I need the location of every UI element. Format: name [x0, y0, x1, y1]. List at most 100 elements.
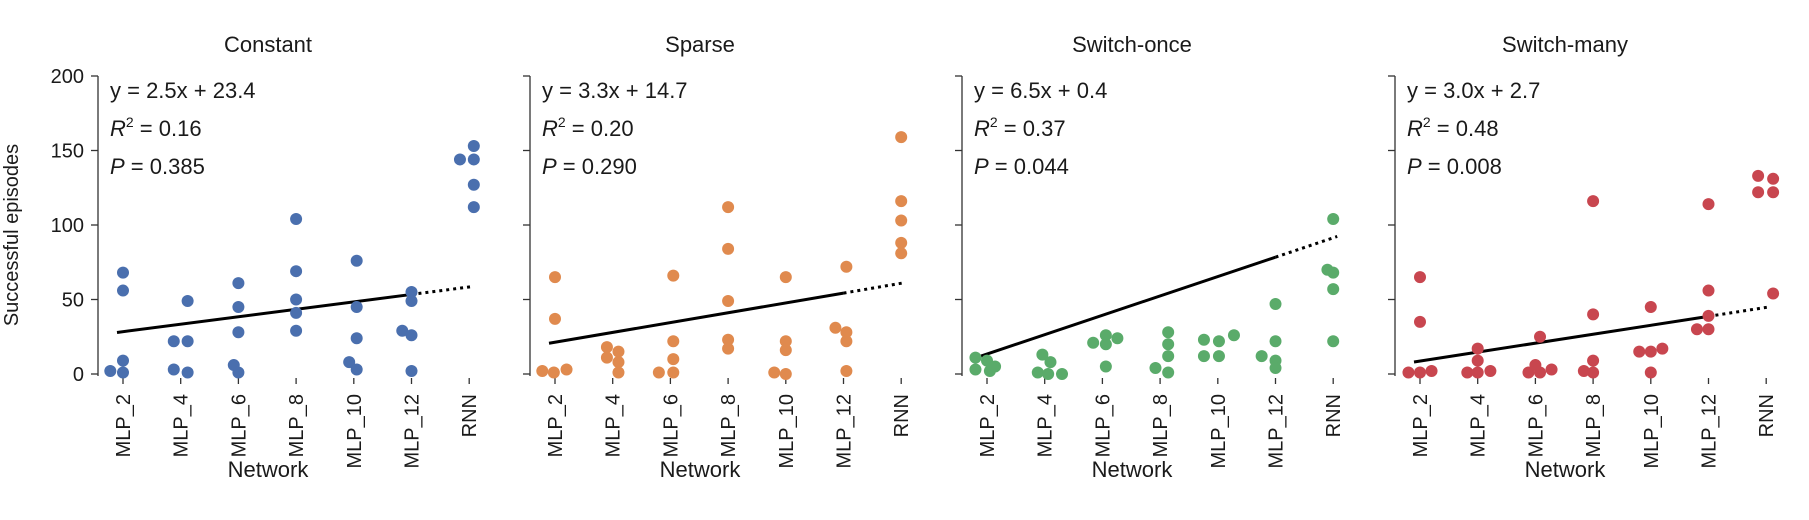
- point-mlp-4: [600, 341, 613, 354]
- r-squared-value: = 0.20: [566, 116, 634, 141]
- point-rnn: [1767, 172, 1780, 185]
- point-mlp-10: [350, 254, 363, 267]
- x-tick-label: MLP_10: [1641, 394, 1663, 469]
- fit-line-extrapolated: [1708, 305, 1771, 318]
- point-mlp-4: [1484, 365, 1497, 378]
- point-mlp-8: [290, 213, 303, 226]
- point-mlp-4: [612, 356, 625, 369]
- point-mlp-4: [1056, 368, 1069, 380]
- point-rnn: [467, 201, 480, 214]
- point-mlp-4: [167, 363, 180, 376]
- r-squared-symbol: R: [542, 116, 558, 141]
- point-mlp-2: [117, 266, 129, 279]
- point-mlp-10: [1227, 329, 1240, 342]
- fit-line-extrapolated: [843, 281, 906, 295]
- p-value-number: = 0.385: [125, 154, 205, 179]
- x-tick-label: MLP_6: [1092, 394, 1114, 457]
- point-mlp-12: [1702, 284, 1715, 297]
- x-tick-label: MLP_12: [1266, 394, 1288, 469]
- point-rnn: [1327, 266, 1340, 279]
- point-mlp-10: [1633, 345, 1646, 358]
- point-mlp-4: [1044, 356, 1057, 369]
- r-squared-value: = 0.16: [134, 116, 202, 141]
- x-tick-label: MLP_4: [1468, 394, 1490, 457]
- point-rnn: [453, 153, 466, 166]
- r-squared: R2 = 0.37: [974, 114, 1066, 141]
- x-tick-label: MLP_2: [545, 394, 567, 457]
- point-mlp-8: [1162, 338, 1175, 351]
- point-mlp-8: [722, 342, 735, 355]
- point-rnn: [1767, 186, 1780, 199]
- x-axis-label: Network: [1092, 457, 1174, 482]
- point-mlp-6: [1545, 363, 1558, 376]
- point-mlp-12: [840, 335, 853, 348]
- point-mlp-2: [1402, 366, 1415, 379]
- point-mlp-12: [405, 286, 418, 299]
- point-rnn: [1327, 213, 1340, 226]
- point-mlp-2: [560, 363, 573, 376]
- y-tick-label: 0: [73, 364, 84, 386]
- point-mlp-10: [779, 335, 792, 348]
- r-squared-symbol: R: [1407, 116, 1423, 141]
- point-mlp-6: [1087, 336, 1100, 349]
- point-rnn: [895, 236, 908, 249]
- x-tick-label: RNN: [1323, 394, 1345, 437]
- p-symbol: P: [110, 154, 125, 179]
- point-mlp-8: [1587, 308, 1600, 321]
- fit-equation: y = 2.5x + 23.4: [110, 78, 256, 103]
- x-tick-label: MLP_2: [977, 394, 999, 457]
- x-tick-label: RNN: [891, 394, 913, 437]
- r-squared: R2 = 0.20: [542, 114, 634, 141]
- point-mlp-6: [667, 366, 680, 379]
- point-mlp-6: [232, 300, 245, 313]
- point-mlp-12: [829, 321, 842, 334]
- point-mlp-10: [768, 366, 781, 379]
- point-rnn: [1767, 287, 1780, 300]
- point-mlp-10: [350, 332, 363, 345]
- point-mlp-10: [1656, 342, 1669, 355]
- x-tick-label: MLP_8: [1583, 394, 1605, 457]
- x-tick-label: MLP_8: [1150, 394, 1172, 457]
- p-value-number: = 0.290: [557, 154, 637, 179]
- x-axis-label: Network: [1525, 457, 1607, 482]
- fit-line: [116, 292, 412, 334]
- point-mlp-6: [232, 277, 245, 290]
- panel-title: Sparse: [665, 32, 735, 57]
- point-mlp-4: [181, 335, 194, 348]
- panel-switch-once: Switch-once MLP_2 MLP_4 MLP_6 MLP_8 MLP_10 MLP…: [955, 32, 1345, 482]
- x-tick-label: MLP_10: [776, 394, 798, 469]
- x-tick-label: MLP_6: [1525, 394, 1547, 457]
- point-mlp-10: [1197, 333, 1210, 346]
- point-mlp-4: [1031, 366, 1044, 379]
- point-mlp-2: [1414, 271, 1426, 284]
- r-squared: R2 = 0.48: [1407, 114, 1499, 141]
- point-mlp-12: [1702, 198, 1715, 211]
- point-mlp-10: [779, 368, 792, 380]
- point-mlp-2: [117, 366, 129, 379]
- point-mlp-2: [117, 354, 129, 367]
- point-mlp-2: [549, 312, 561, 325]
- point-mlp-10: [1644, 366, 1657, 379]
- point-mlp-6: [667, 335, 680, 348]
- point-mlp-2: [969, 351, 982, 364]
- x-tick-label: MLP_8: [718, 394, 740, 457]
- r-squared-exponent: 2: [126, 114, 134, 130]
- r-squared-exponent: 2: [558, 114, 566, 130]
- x-tick-label: MLP_4: [171, 394, 193, 457]
- point-mlp-6: [232, 326, 245, 339]
- p-value: P = 0.290: [542, 154, 637, 179]
- point-mlp-4: [612, 366, 625, 379]
- point-mlp-10: [350, 300, 363, 313]
- point-mlp-12: [396, 324, 409, 337]
- point-rnn: [895, 214, 908, 227]
- point-mlp-10: [779, 344, 792, 357]
- fit-line-extrapolated: [411, 284, 474, 296]
- point-mlp-10: [343, 356, 356, 369]
- point-mlp-2: [549, 271, 561, 284]
- p-symbol: P: [542, 154, 557, 179]
- y-axis-label: Successful episodes: [1, 144, 23, 326]
- fit-line: [548, 291, 844, 345]
- point-mlp-4: [1461, 366, 1474, 379]
